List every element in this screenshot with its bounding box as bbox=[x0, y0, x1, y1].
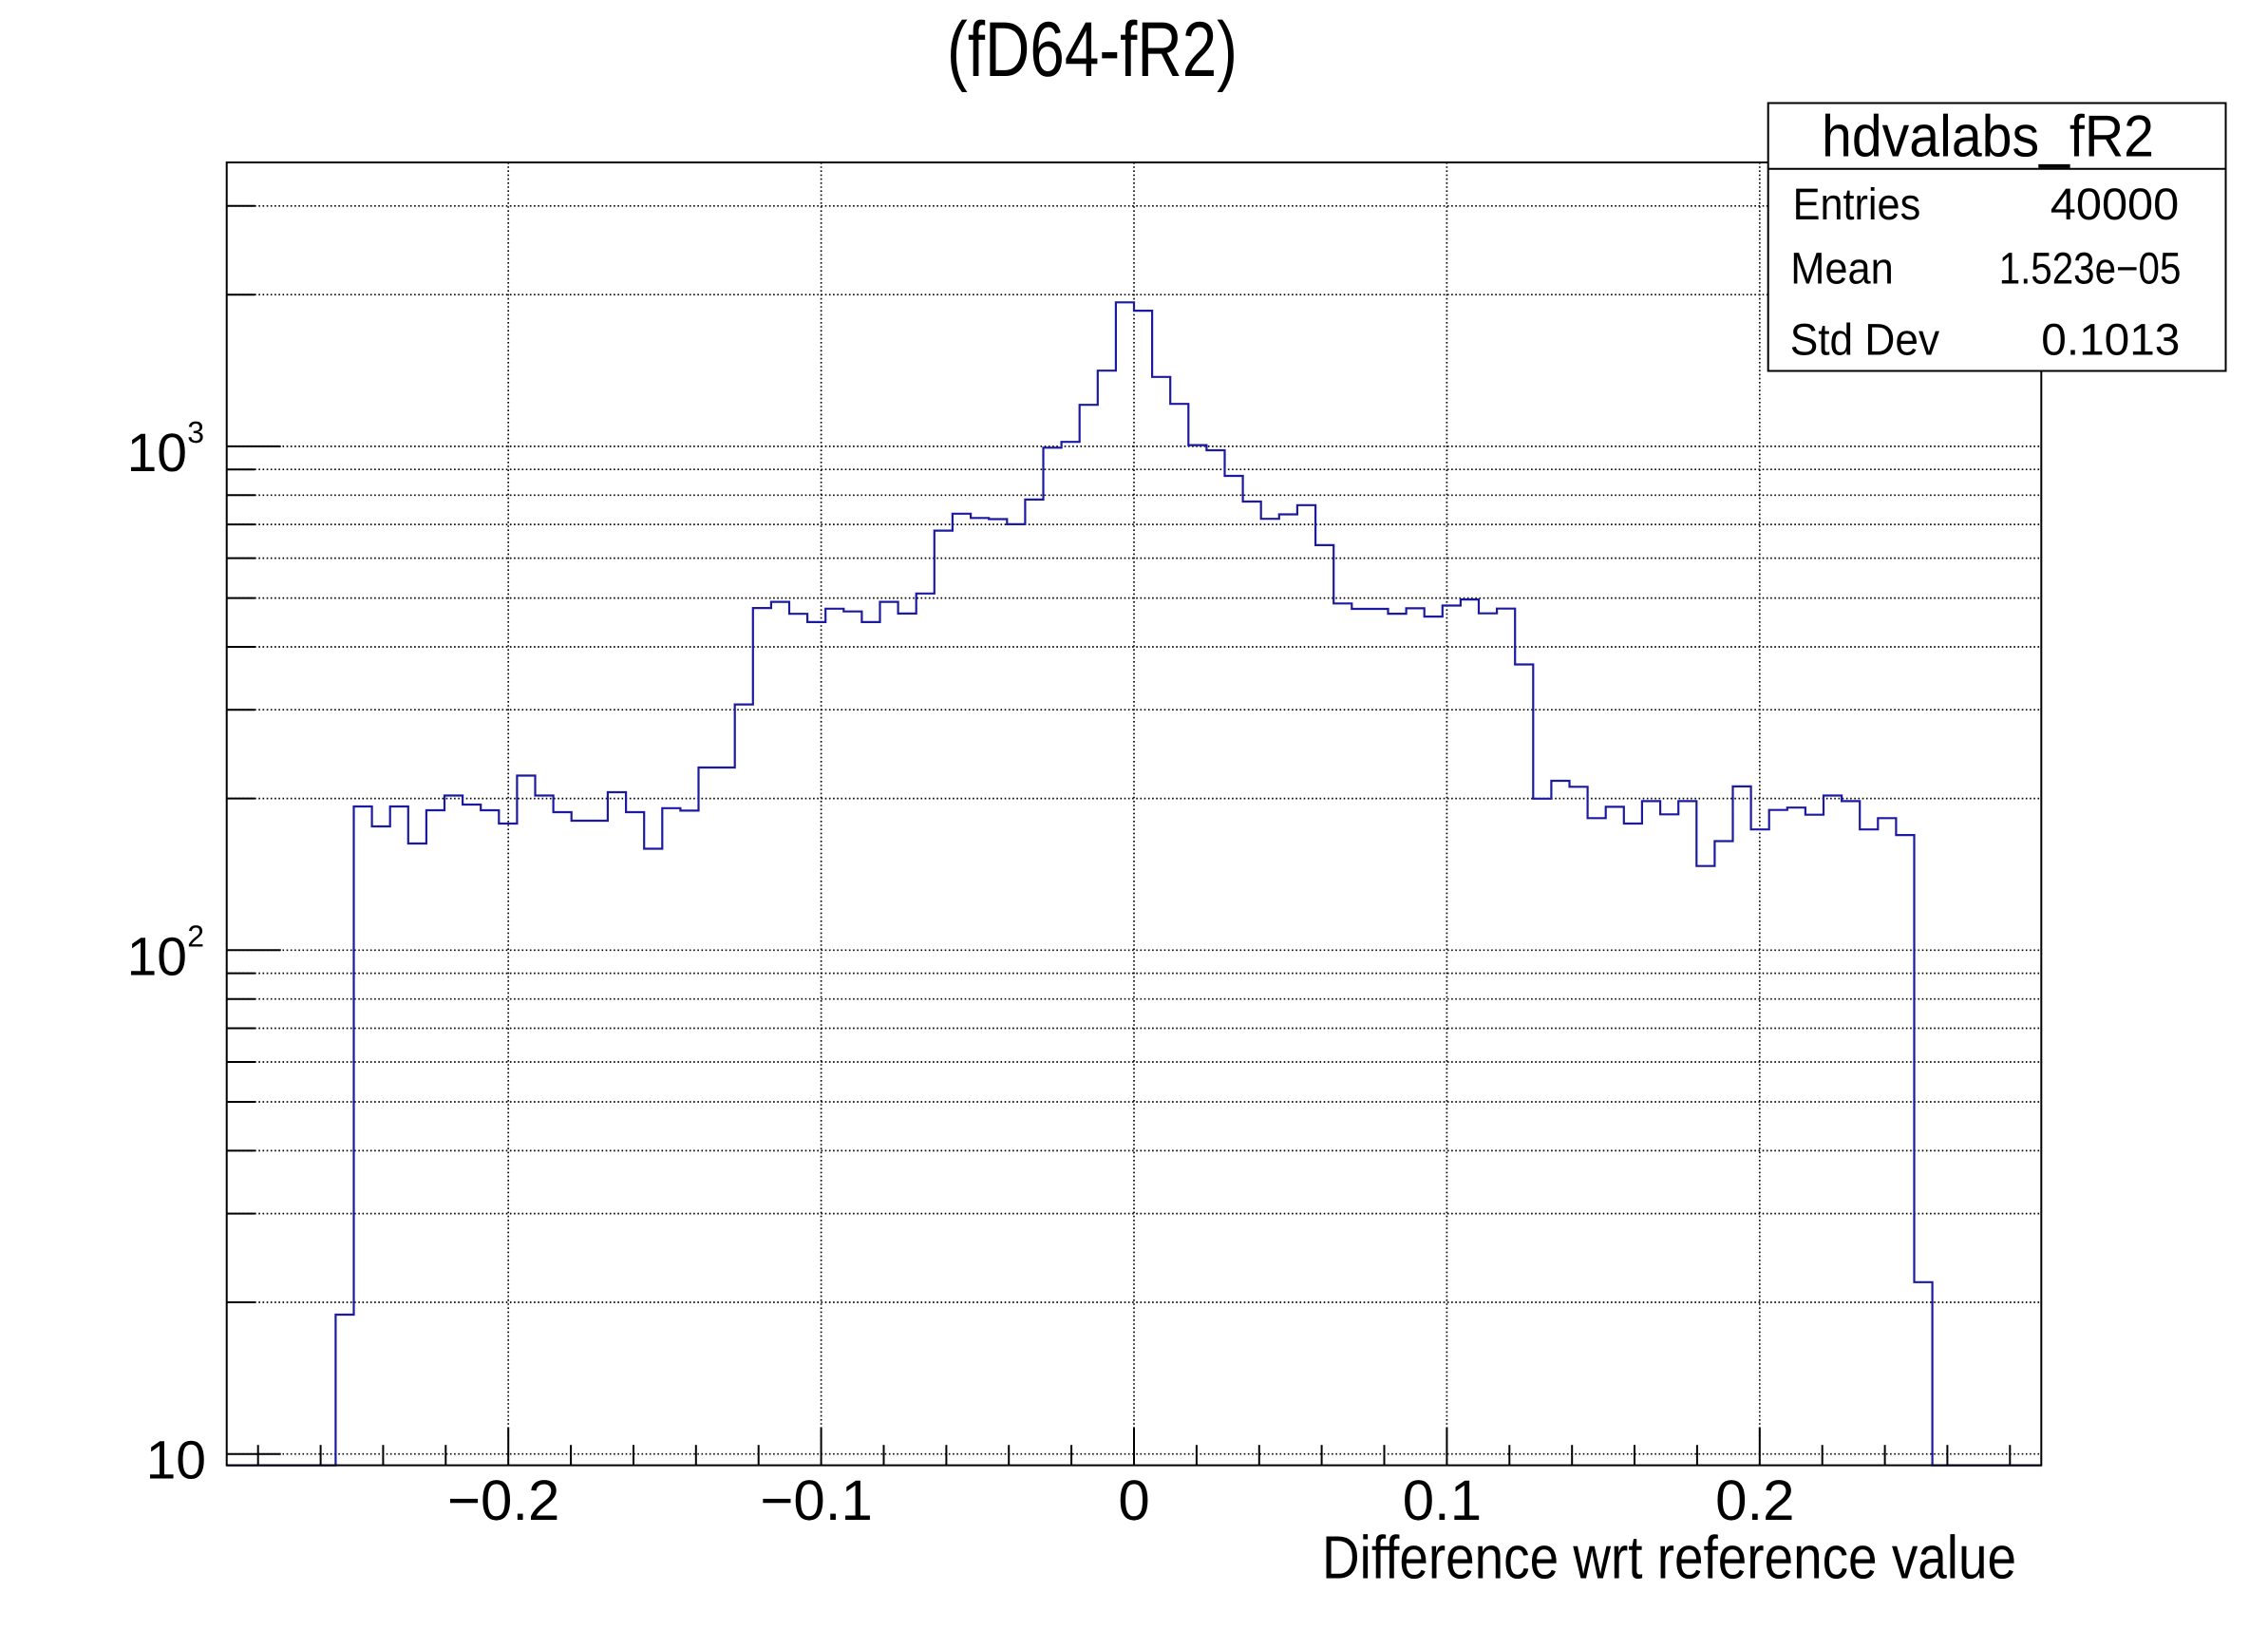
svg-text:0.1013: 0.1013 bbox=[2041, 313, 2180, 364]
svg-text:1.523e−05: 1.523e−05 bbox=[1999, 242, 2182, 293]
svg-text:0.2: 0.2 bbox=[1715, 1469, 1794, 1532]
svg-text:10: 10 bbox=[146, 1431, 206, 1491]
svg-text:−0.1: −0.1 bbox=[760, 1469, 872, 1532]
svg-text:−0.2: −0.2 bbox=[447, 1469, 559, 1532]
svg-text:10: 10 bbox=[127, 423, 187, 483]
svg-text:(fD64-fR2): (fD64-fR2) bbox=[947, 7, 1238, 93]
svg-text:40000: 40000 bbox=[2051, 179, 2179, 229]
svg-text:hdvalabs_fR2: hdvalabs_fR2 bbox=[1822, 104, 2154, 170]
svg-text:2: 2 bbox=[187, 919, 204, 953]
svg-text:10: 10 bbox=[127, 926, 187, 987]
svg-text:Difference wrt reference value: Difference wrt reference value bbox=[1322, 1524, 2016, 1592]
svg-text:0.1: 0.1 bbox=[1403, 1469, 1482, 1532]
svg-text:Mean: Mean bbox=[1790, 242, 1894, 293]
svg-text:Std Dev: Std Dev bbox=[1790, 313, 1940, 364]
svg-text:Entries: Entries bbox=[1793, 179, 1921, 229]
svg-text:0: 0 bbox=[1118, 1469, 1149, 1532]
svg-text:3: 3 bbox=[187, 415, 204, 449]
